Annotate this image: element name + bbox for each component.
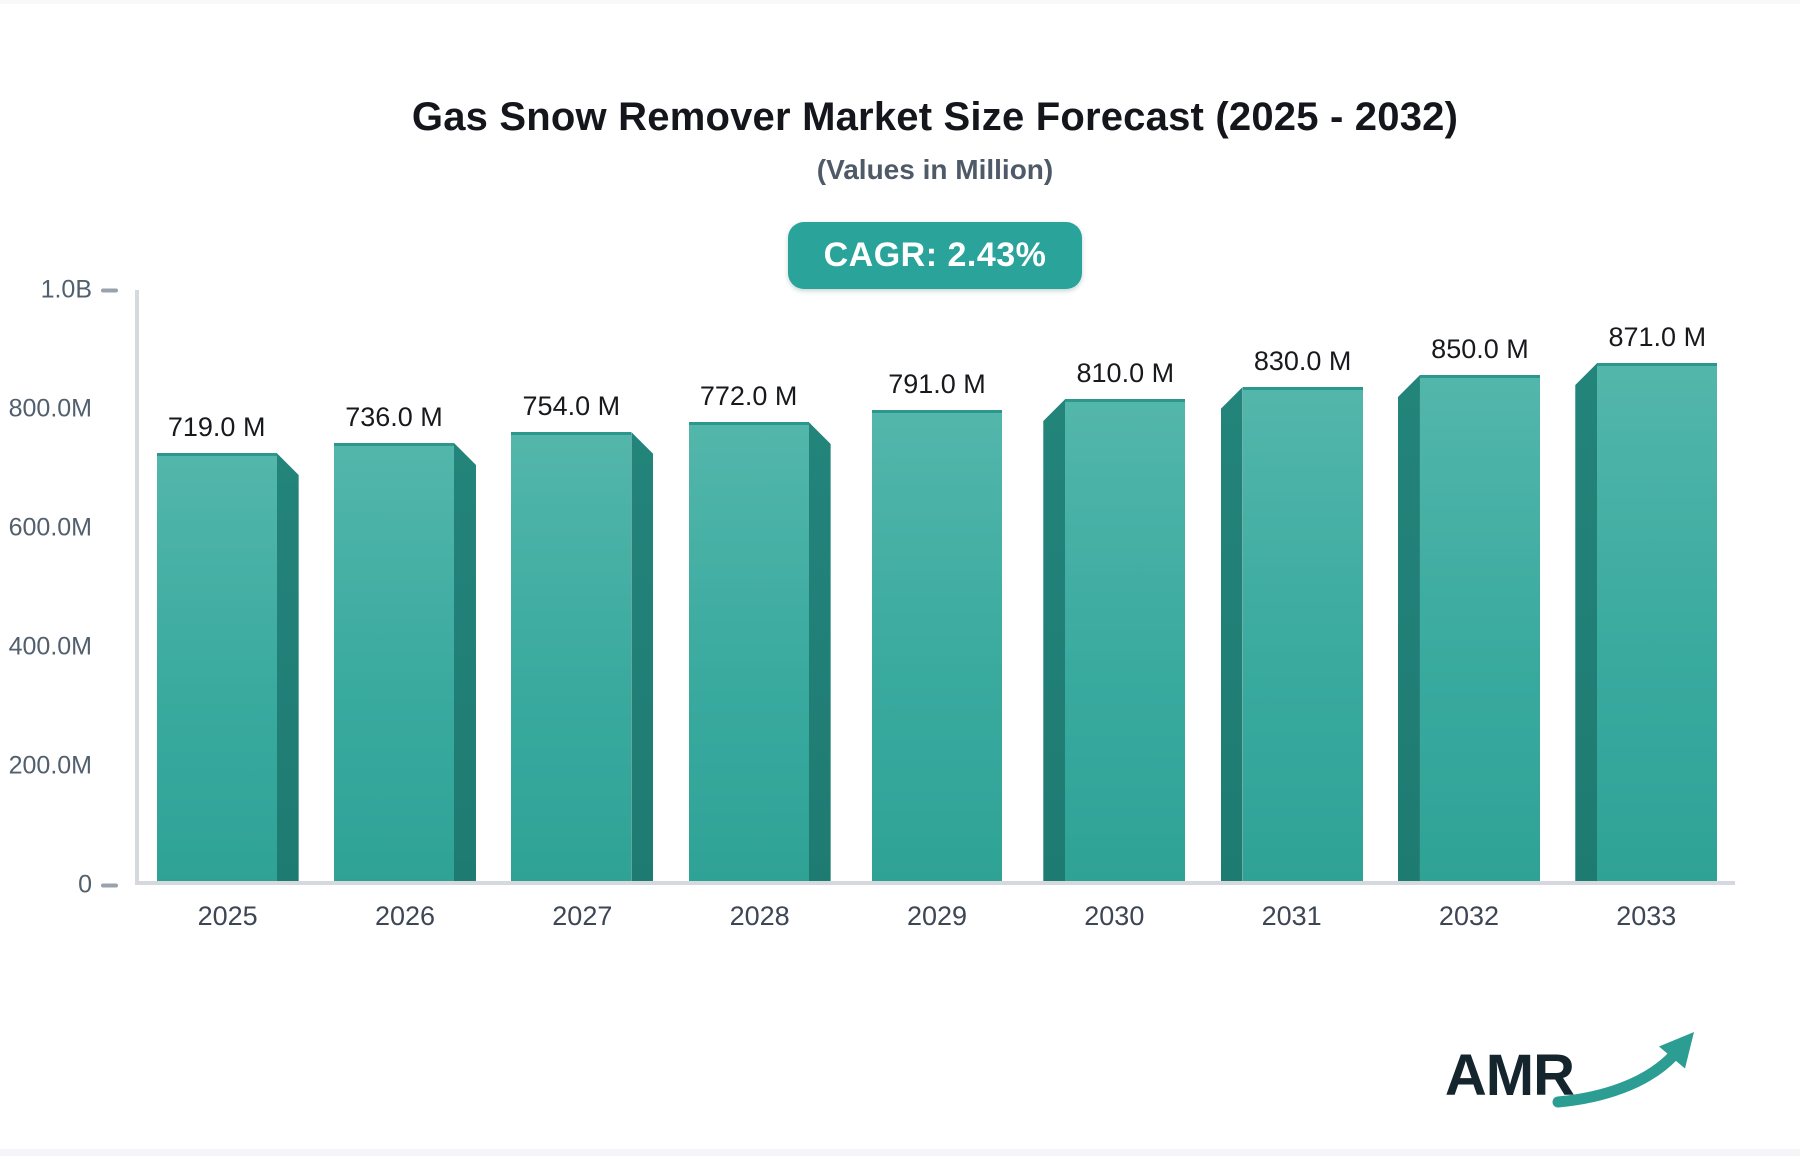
x-axis-label: 2028 xyxy=(729,901,790,931)
y-tick: 800.0M xyxy=(9,395,118,424)
bar-slot-2025: 719.0 M 2025 xyxy=(139,290,316,931)
bar-2033: 871.0 M xyxy=(1575,322,1718,881)
bar-2030: 810.0 M xyxy=(1043,358,1186,881)
bar-value-label: 791.0 M xyxy=(888,369,986,399)
bar-value-label: 772.0 M xyxy=(699,381,798,411)
bar-face xyxy=(1065,399,1186,881)
bar-2032: 850.0 M xyxy=(1397,334,1540,881)
bar-2029: 791.0 M xyxy=(871,369,1002,881)
bar-2031: 830.0 M xyxy=(1220,346,1363,881)
x-axis-label: 2026 xyxy=(374,901,436,931)
y-tick-label: 600.0M xyxy=(8,513,92,542)
y-tick-label: 800.0M xyxy=(8,394,92,423)
bar-2028: 772.0 M xyxy=(688,381,831,881)
bar-value-label: 736.0 M xyxy=(345,402,443,432)
bar-face xyxy=(333,443,454,881)
x-axis-label: 2029 xyxy=(906,901,968,931)
bar-slot-2033: 871.0 M 2033 xyxy=(1558,290,1735,931)
bar-face xyxy=(1242,387,1363,881)
x-axis-label: 2030 xyxy=(1084,901,1145,931)
y-tick-mark xyxy=(101,883,118,887)
bar-value-label: 810.0 M xyxy=(1076,358,1175,388)
x-axis-label: 2027 xyxy=(552,901,613,931)
y-tick: 1.0B xyxy=(41,276,118,305)
bar-face xyxy=(511,432,632,881)
amr-logo-text: AMR xyxy=(1444,1042,1575,1108)
y-tick: 400.0M xyxy=(9,633,118,662)
y-tick-label: 0 xyxy=(78,870,92,899)
cagr-badge: CAGR: 2.43% xyxy=(787,222,1083,289)
chart-subtitle: (Values in Million) xyxy=(816,154,1054,185)
y-tick-mark xyxy=(101,288,118,292)
y-tick-label: 200.0M xyxy=(8,751,92,780)
bar-side-shadow xyxy=(276,453,299,881)
bar-slot-2030: 810.0 M 2030 xyxy=(1026,290,1203,931)
y-tick: 0 xyxy=(78,871,118,900)
y-tick-label: 1.0B xyxy=(40,275,92,304)
bar-slot-2029: 791.0 M 2029 xyxy=(848,290,1025,931)
bar-slot-2026: 736.0 M 2026 xyxy=(316,290,493,931)
bar-face xyxy=(156,453,277,881)
bar-slot-2032: 850.0 M 2032 xyxy=(1380,290,1557,931)
y-tick: 200.0M xyxy=(9,752,118,781)
bar-value-label: 871.0 M xyxy=(1608,322,1707,352)
bar-slot-2028: 772.0 M 2028 xyxy=(671,290,848,931)
chart-title: Gas Snow Remover Market Size Forecast (2… xyxy=(411,95,1459,139)
bar-side-shadow xyxy=(453,443,476,881)
y-tick-label: 400.0M xyxy=(8,632,92,661)
bar-slot-2031: 830.0 M 2031 xyxy=(1203,290,1380,931)
bar-side-shadow xyxy=(1220,387,1243,881)
bar-side-shadow xyxy=(1575,363,1598,881)
bar-value-label: 754.0 M xyxy=(522,391,621,421)
card-top-edge xyxy=(0,0,1800,4)
chart-header: Gas Snow Remover Market Size Forecast (2… xyxy=(135,0,1735,289)
bar-face xyxy=(1419,375,1540,881)
x-axis-label: 2033 xyxy=(1616,901,1677,931)
y-axis: 0 200.0M 400.0M 600.0M 800.0M 1.0B xyxy=(0,276,118,899)
bar-face xyxy=(688,422,809,881)
bar-face xyxy=(871,410,1002,881)
bar-side-shadow xyxy=(1397,375,1420,881)
plot-area: 719.0 M 2025 736.0 M 2026 754.0 M 2027 772.0 M… xyxy=(135,290,1735,931)
bar-2025: 719.0 M xyxy=(156,412,299,881)
y-tick: 600.0M xyxy=(9,514,118,543)
bar-slot-2027: 754.0 M 2027 xyxy=(494,290,671,931)
bar-2026: 736.0 M xyxy=(333,402,476,881)
card-bottom-edge xyxy=(0,1149,1800,1156)
bar-side-shadow xyxy=(1043,399,1066,881)
bar-2027: 754.0 M xyxy=(511,391,654,881)
bar-face xyxy=(1597,363,1718,881)
x-axis-label: 2032 xyxy=(1438,901,1499,931)
bar-side-shadow xyxy=(808,422,831,881)
bar-value-label: 719.0 M xyxy=(167,412,266,442)
bar-series: 719.0 M 2025 736.0 M 2026 754.0 M 2027 772.0 M… xyxy=(139,290,1735,931)
amr-logo: AMR xyxy=(1444,1032,1702,1110)
x-axis-label: 2025 xyxy=(197,901,258,931)
bar-side-shadow xyxy=(631,432,654,881)
growth-arrow-icon xyxy=(1552,1032,1694,1108)
x-axis-label: 2031 xyxy=(1261,901,1322,931)
bar-value-label: 830.0 M xyxy=(1253,346,1352,376)
bar-value-label: 850.0 M xyxy=(1431,334,1529,364)
